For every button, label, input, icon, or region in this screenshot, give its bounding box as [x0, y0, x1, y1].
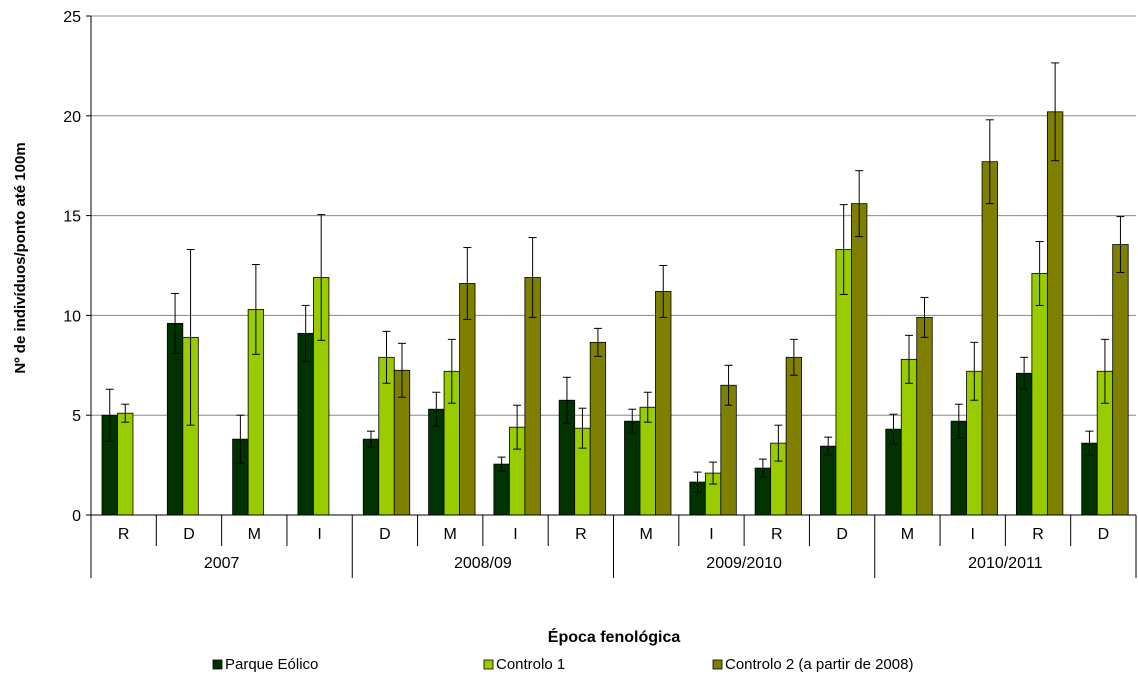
bar: [624, 420, 641, 516]
legend-entry: Parque Eólico: [225, 656, 318, 673]
legend-entry: Controlo 2 (a partir de 2008): [725, 656, 913, 673]
bar: [589, 341, 607, 516]
y-axis-title: Nº de indivíduos/ponto até 100m: [12, 142, 29, 373]
category-label: M: [248, 526, 261, 543]
category-label: R: [1032, 526, 1044, 543]
bar: [1031, 273, 1048, 516]
bar: [362, 438, 380, 516]
x-axis-title: Época fenológica: [548, 627, 681, 646]
y-tick-label: 0: [72, 508, 81, 525]
category-label: R: [575, 526, 587, 543]
category-label: M: [444, 526, 457, 543]
legend-swatch: [483, 659, 494, 670]
y-tick-label: 25: [63, 9, 81, 26]
category-label: D: [836, 526, 848, 543]
category-label: M: [639, 526, 652, 543]
category-label: R: [771, 526, 783, 543]
y-tick-label: 20: [63, 109, 81, 126]
category-label: D: [183, 526, 195, 543]
axes: 0 5 10 15 20 25 R D M I D M I R M I R D M I R D 2007 2008/09 200…: [63, 9, 1137, 578]
category-label: I: [970, 526, 974, 543]
category-label: M: [901, 526, 914, 543]
category-label: I: [513, 526, 517, 543]
bar: [1015, 372, 1033, 516]
category-label: R: [118, 526, 130, 543]
category-label: D: [379, 526, 391, 543]
gridlines: [91, 15, 1136, 416]
legend-entry: Controlo 1: [496, 656, 565, 673]
bar: [1112, 244, 1129, 516]
bar: [981, 161, 998, 516]
group-label: 2007: [204, 555, 240, 572]
y-tick-label: 5: [72, 408, 81, 425]
bar: [851, 203, 868, 516]
group-label: 2008/09: [454, 555, 512, 572]
legend: Parque Eólico Controlo 1 Controlo 2 (a par…: [212, 656, 913, 673]
group-label: 2009/2010: [706, 555, 782, 572]
category-label: I: [709, 526, 713, 543]
bar: [1046, 111, 1064, 516]
group-label: 2010/2011: [968, 555, 1043, 572]
category-label: I: [317, 526, 321, 543]
bar: [493, 463, 510, 516]
legend-swatch: [212, 659, 223, 670]
bar: [785, 356, 803, 516]
bar: [655, 291, 672, 516]
y-tick-label: 10: [63, 308, 81, 325]
bar: [117, 412, 134, 516]
bar: [916, 316, 933, 516]
bars: [101, 62, 1129, 516]
legend-swatch: [712, 659, 723, 670]
category-label: D: [1098, 526, 1110, 543]
bar: [820, 445, 837, 516]
y-tick-label: 15: [63, 209, 81, 226]
bar: [639, 406, 656, 516]
